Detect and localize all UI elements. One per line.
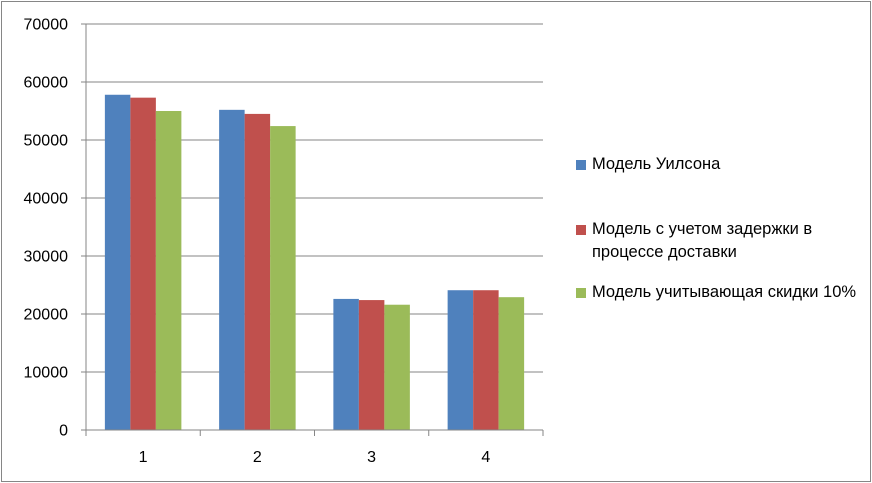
legend-label-discount: Модель учитывающая скидки 10% <box>592 283 857 301</box>
x-tick-label: 1 <box>139 449 148 466</box>
bar-series-2-cat-2 <box>244 113 271 431</box>
bar-series-1-cat-3 <box>333 298 359 430</box>
y-tick-label: 30000 <box>24 249 69 266</box>
x-tick-label: 4 <box>481 449 490 466</box>
legend-swatch-wilson <box>576 160 586 170</box>
bar-series-3-cat-4 <box>498 297 525 430</box>
legend-item-discount: Модель учитывающая скидки 10% <box>576 281 864 304</box>
y-tick-label: 20000 <box>24 307 69 324</box>
legend-item-wilson: Модель Уилсона <box>576 153 864 176</box>
legend-swatch-delay <box>576 225 586 235</box>
bar-series-1-cat-4 <box>447 290 474 430</box>
y-tick-label: 70000 <box>24 17 69 34</box>
y-tick-label: 10000 <box>24 365 69 382</box>
y-tick-label: 50000 <box>24 133 69 150</box>
bar-series-3-cat-2 <box>270 126 296 430</box>
legend-label-wilson: Модель Уилсона <box>592 155 721 173</box>
bar-series-3-cat-3 <box>384 304 410 430</box>
y-tick-label: 0 <box>59 423 68 440</box>
legend-swatch-discount <box>576 288 586 298</box>
bar-series-1-cat-1 <box>104 94 131 430</box>
x-axis-ticks: 1 2 3 4 <box>139 449 491 466</box>
axes <box>81 23 544 436</box>
bar-series-2-cat-1 <box>130 97 156 430</box>
x-tick-label: 2 <box>253 449 262 466</box>
x-tick-label: 3 <box>367 449 376 466</box>
y-tick-label: 60000 <box>24 75 69 92</box>
bar-series-2-cat-3 <box>358 300 385 430</box>
legend-item-delay: Модель с учетом задержки в процессе дост… <box>576 218 864 264</box>
bar-series-1-cat-2 <box>219 109 245 430</box>
y-axis-ticks: 0 10000 20000 30000 40000 50000 60000 70000 <box>24 17 69 440</box>
bar-series-3-cat-1 <box>155 111 182 430</box>
y-tick-label: 40000 <box>24 191 69 208</box>
legend-label-delay: Модель с учетом задержки в процессе дост… <box>592 220 813 261</box>
bars <box>104 94 525 431</box>
bar-series-2-cat-4 <box>473 290 499 430</box>
